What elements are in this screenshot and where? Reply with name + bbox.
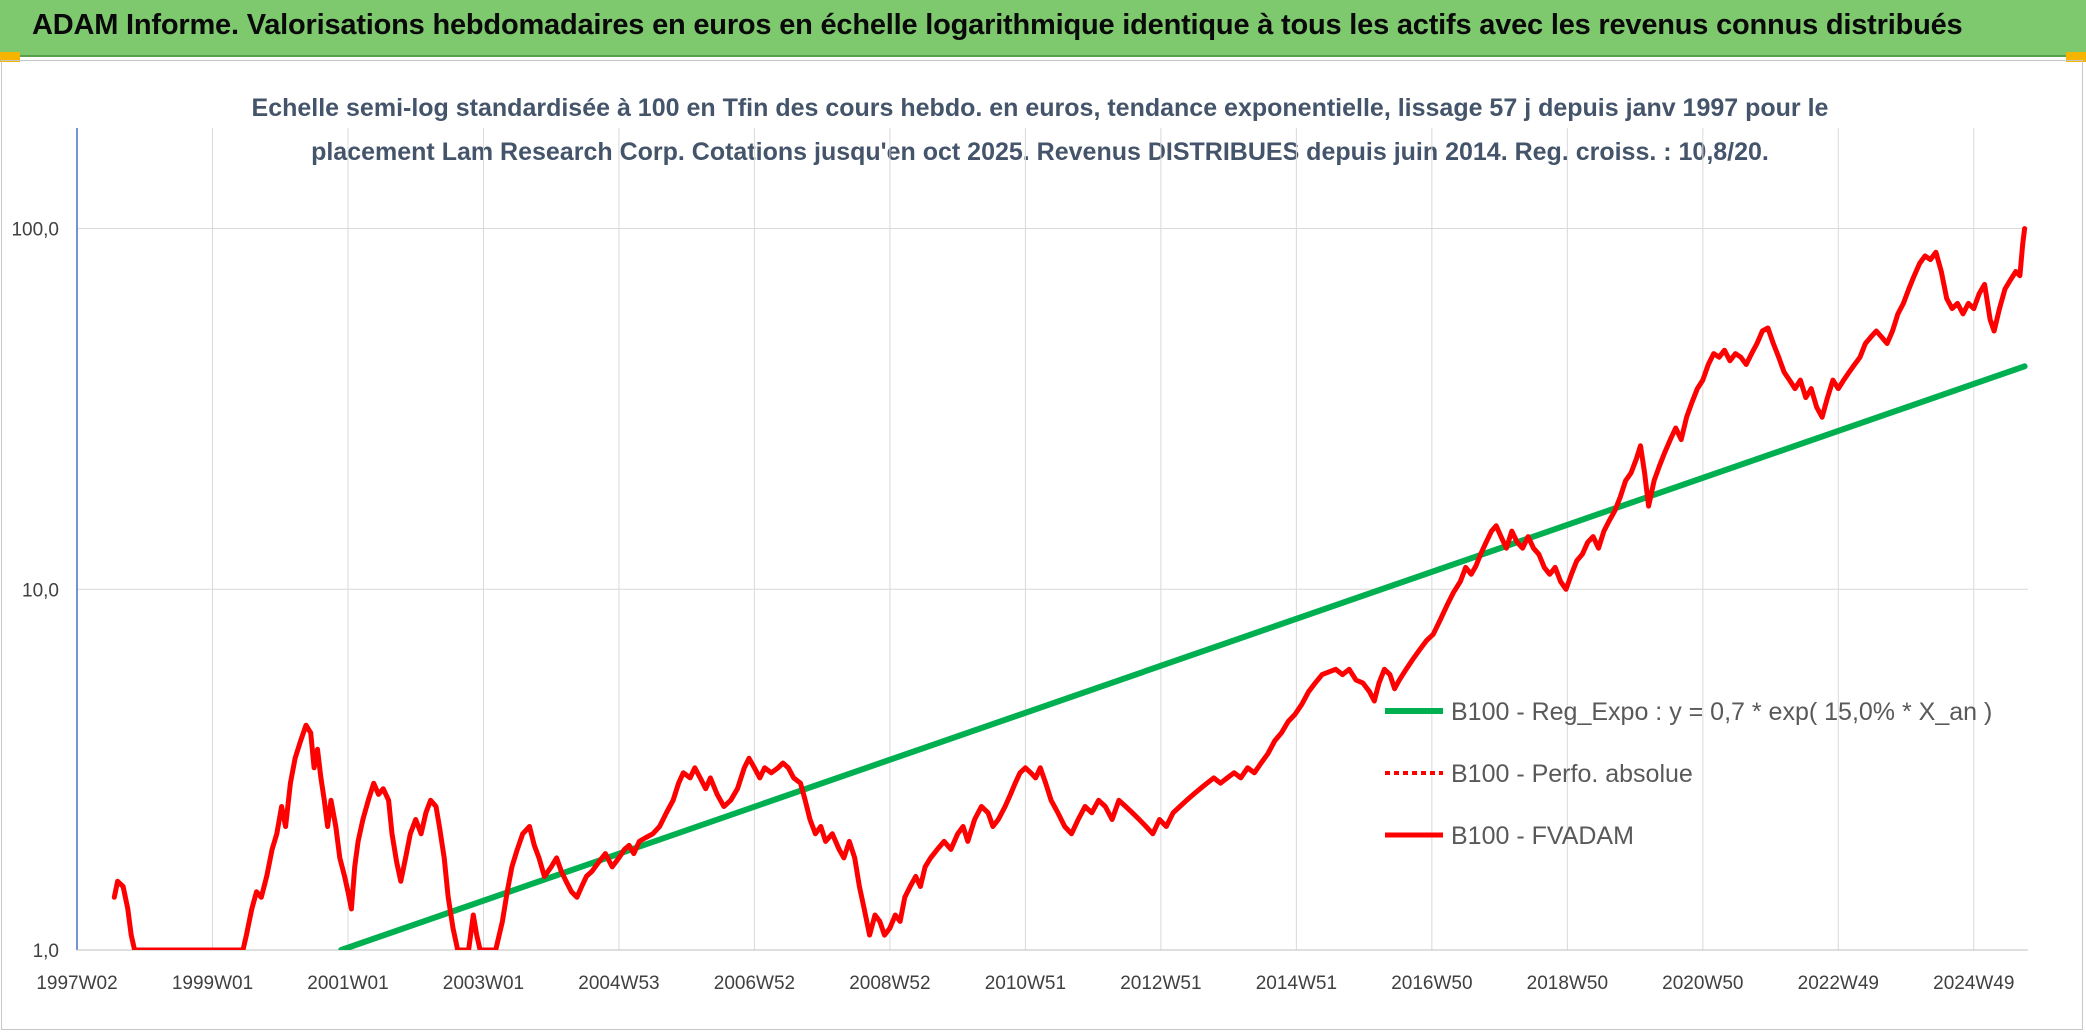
chart-frame: [1, 60, 2083, 1030]
header-bar: ADAM Informe. Valorisations hebdomadaire…: [0, 0, 2086, 57]
x-tick-label: 2018W50: [1527, 973, 1608, 994]
y-tick-labels: 1,0 10,0 100,0: [11, 220, 59, 962]
x-tick-label: 2008W52: [849, 973, 930, 994]
x-tick-label: 1999W01: [172, 973, 253, 994]
x-tick-label: 2003W01: [443, 973, 524, 994]
x-tick-label: 2004W53: [578, 973, 659, 994]
series-line-2: [111, 226, 2028, 950]
x-tick-label: 2024W49: [1933, 973, 2014, 994]
x-tick-label: 2012W51: [1120, 973, 1201, 994]
y-tick-label: 10,0: [22, 580, 59, 601]
chart-title: Echelle semi-log standardisée à 100 en T…: [160, 86, 1920, 174]
x-tick-label: 2014W51: [1256, 973, 1337, 994]
x-tick-label: 2001W01: [307, 973, 388, 994]
x-tick-label: 2016W50: [1391, 973, 1472, 994]
x-tick-labels: 1997W02 1999W01 2001W01 2003W01 2004W53 2006W…: [36, 973, 2014, 994]
grid-lines: [77, 128, 2028, 951]
plot-area: [111, 226, 2028, 950]
x-tick-label: 2010W51: [985, 973, 1066, 994]
chart-title-line-1: Echelle semi-log standardisée à 100 en T…: [251, 94, 1829, 122]
corner-mark-left: [0, 52, 20, 62]
x-tick-label: 2006W52: [714, 973, 795, 994]
chart-title-line-2: placement Lam Research Corp. Cotations j…: [311, 138, 1769, 166]
legend-label-2: B100 - FVADAM: [1451, 822, 1634, 850]
x-tick-label: 2022W49: [1798, 973, 1879, 994]
legend-label-1: B100 - Perfo. absolue: [1451, 760, 1693, 788]
y-tick-label: 1,0: [33, 941, 59, 962]
legend-label-0: B100 - Reg_Expo : y = 0,7 * exp( 15,0% *…: [1451, 698, 1992, 726]
corner-mark-right: [2066, 52, 2086, 62]
header-title: ADAM Informe. Valorisations hebdomadaire…: [32, 9, 1963, 41]
legend: B100 - Reg_Expo : y = 0,7 * exp( 15,0% *…: [1385, 698, 1992, 850]
x-tick-label: 1997W02: [36, 973, 117, 994]
x-tick-label: 2020W50: [1662, 973, 1743, 994]
series-line-0: [338, 363, 2028, 950]
y-tick-label: 100,0: [11, 220, 59, 241]
axes: [76, 128, 2028, 951]
